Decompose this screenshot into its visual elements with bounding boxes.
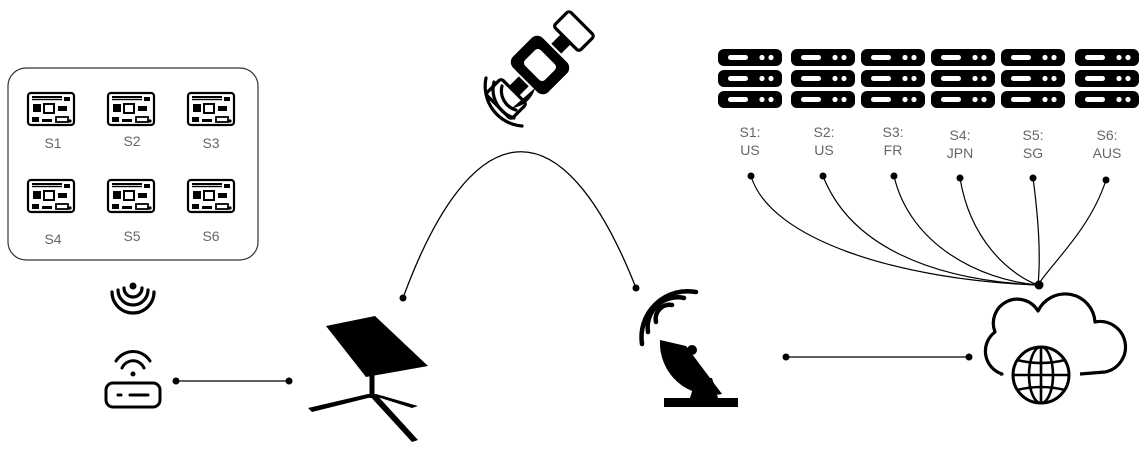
- satellite-icon: [483, 10, 595, 128]
- server-region-label: FR: [884, 142, 903, 158]
- raspberry-pi-board-icon: [186, 178, 236, 214]
- server-s5: S5: SG: [1001, 49, 1065, 161]
- raspberry-pi-board-icon: [26, 91, 76, 127]
- server-s1: S1: US: [718, 49, 782, 158]
- server-region-label: JPN: [947, 145, 973, 161]
- server-id-label: S4:: [949, 127, 970, 143]
- server-s4: S4: JPN: [931, 49, 995, 161]
- server-rack-icon: [931, 49, 995, 108]
- server-region-label: SG: [1023, 145, 1043, 161]
- raspberry-pi-board-icon: [106, 91, 156, 127]
- sensor-label: S5: [123, 228, 140, 244]
- server-region-label: US: [814, 142, 833, 158]
- server-id-label: S6:: [1096, 127, 1117, 143]
- server-link-endpoints: [747, 172, 1110, 290]
- starlink-dish-icon: [308, 316, 428, 442]
- server-region-label: AUS: [1093, 145, 1122, 161]
- sensor-s5: S5: [106, 178, 156, 244]
- sensor-s1: S1: [26, 91, 76, 151]
- sensor-label: S2: [123, 133, 140, 149]
- router-dish-link: [172, 377, 293, 385]
- server-rack-icon: [1075, 49, 1139, 108]
- sensor-label: S4: [44, 231, 61, 247]
- raspberry-pi-board-icon: [26, 178, 76, 214]
- sensor-label: S1: [44, 135, 61, 151]
- server-id-label: S1:: [739, 124, 760, 140]
- server-rack-icon: [1001, 49, 1065, 108]
- sensor-group: S1 S2 S3 S4 S5 S6: [7, 67, 259, 261]
- server-rack-icon: [791, 49, 855, 108]
- satellite-link: [399, 151, 640, 302]
- sensor-s6: S6: [186, 178, 236, 244]
- server-s2: S2: US: [791, 49, 855, 158]
- wifi-router-icon: [104, 350, 162, 409]
- sensor-label: S3: [202, 135, 219, 151]
- server-rack-icon: [861, 49, 925, 108]
- raspberry-pi-board-icon: [106, 178, 156, 214]
- server-links: [750, 175, 1107, 286]
- ground-cloud-link: [782, 353, 973, 361]
- server-s3: S3: FR: [861, 49, 925, 158]
- server-rack-icon: [718, 49, 782, 108]
- server-id-label: S3:: [882, 124, 903, 140]
- cloud-internet-icon: [983, 292, 1128, 405]
- wireless-signal-icon: [110, 282, 156, 315]
- sensor-label: S6: [202, 228, 219, 244]
- server-id-label: S5:: [1022, 127, 1043, 143]
- server-id-label: S2:: [813, 124, 834, 140]
- server-s6: S6: AUS: [1075, 49, 1139, 161]
- raspberry-pi-board-icon: [186, 91, 236, 127]
- sensor-s4: S4: [26, 178, 76, 247]
- server-region-label: US: [740, 142, 759, 158]
- ground-station-dish-icon: [639, 289, 738, 407]
- sensor-s3: S3: [186, 91, 236, 151]
- sensor-s2: S2: [106, 91, 156, 149]
